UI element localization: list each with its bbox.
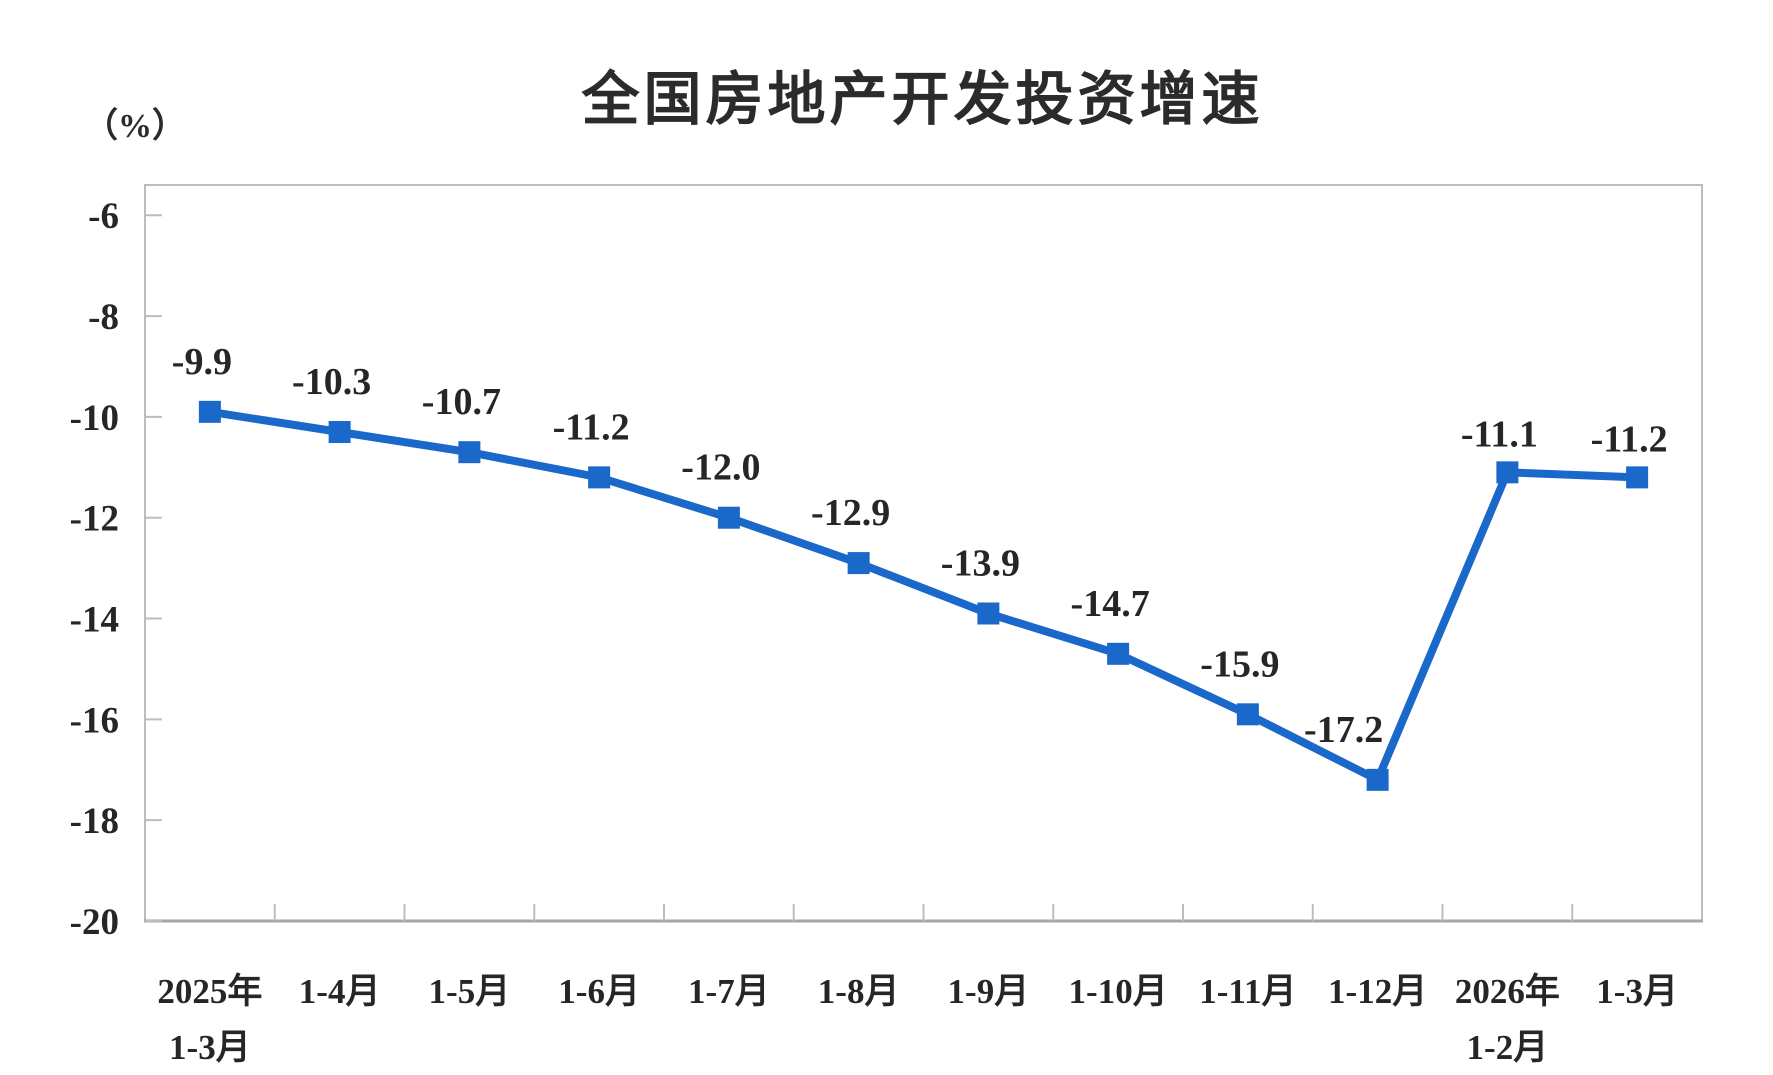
y-axis-tick-label: -12: [70, 499, 119, 540]
data-point-marker: [847, 552, 870, 575]
y-axis-tick-label: -10: [70, 398, 119, 439]
x-axis-tick-label: 1-8月: [818, 972, 900, 1011]
data-point-marker: [328, 421, 351, 444]
data-point-label: -9.9: [172, 341, 232, 383]
x-axis-tick-label: 1-7月: [688, 972, 770, 1011]
data-point-marker: [1626, 466, 1649, 489]
data-point-label: -10.3: [292, 361, 371, 403]
data-point-label: -11.1: [1461, 413, 1538, 455]
data-point-label: -14.7: [1071, 583, 1150, 625]
data-point-label: -11.2: [1591, 418, 1668, 460]
data-point-marker: [198, 400, 221, 423]
x-axis-tick-label: 1-11月: [1199, 972, 1296, 1011]
data-point-label: -13.9: [941, 542, 1020, 584]
y-axis-tick-label: -8: [88, 297, 119, 338]
y-axis-unit-label: （%）: [84, 108, 186, 145]
data-point-marker: [1366, 768, 1389, 791]
x-axis-tick-label: 1-5月: [429, 972, 511, 1011]
x-axis-tick-label: 1-4月: [299, 972, 381, 1011]
data-point-marker: [1107, 642, 1130, 665]
y-axis-tick-label: -16: [70, 700, 119, 741]
data-point-marker: [717, 506, 740, 529]
x-axis-tick-label: 1-9月: [948, 972, 1030, 1011]
data-point-label: -10.7: [422, 381, 501, 423]
y-axis-tick-label: -18: [70, 801, 119, 842]
plot-border: [144, 184, 1703, 922]
y-axis-tick-label: -14: [70, 600, 119, 641]
data-point-marker: [977, 602, 1000, 625]
data-point-label: -11.2: [553, 406, 630, 448]
x-axis-tick-label: 1-3月: [1596, 972, 1678, 1011]
data-point-label: -12.9: [811, 492, 890, 534]
data-point-label: -17.2: [1304, 709, 1383, 751]
data-point-marker: [458, 441, 481, 464]
chart-title: 全国房地产开发投资增速: [581, 67, 1264, 132]
x-axis-tick-label: 1-6月: [558, 972, 640, 1011]
x-axis-tick-label: 1-10月: [1069, 972, 1168, 1011]
data-point-marker: [588, 466, 611, 489]
x-axis-tick-label: 2025年 1-3月: [157, 972, 262, 1067]
data-point-marker: [1496, 461, 1519, 484]
y-axis-tick-label: -6: [88, 196, 119, 237]
x-axis-tick-label: 2026年 1-2月: [1455, 972, 1560, 1067]
data-point-label: -15.9: [1200, 643, 1279, 685]
x-axis-tick-label: 1-12月: [1328, 972, 1427, 1011]
data-line: [205, 407, 1642, 784]
data-point-marker: [1236, 703, 1259, 726]
data-point-label: -12.0: [681, 447, 760, 489]
y-axis-tick-label: -20: [70, 902, 119, 943]
